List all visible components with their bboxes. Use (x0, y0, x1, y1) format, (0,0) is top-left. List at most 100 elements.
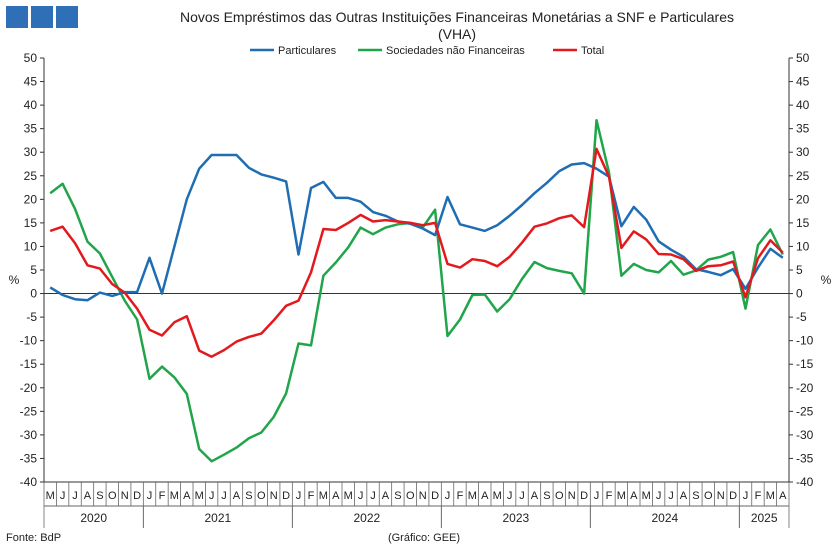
x-tick-label: J (296, 490, 302, 502)
y-tick-label-right: 15 (796, 216, 810, 230)
y-axis-left: -40 -35 -30 -25 -20 -15 -10 -5 0 5 10 15 20 25 30 35 40 4… (20, 51, 45, 489)
y-tick-label-left: 25 (24, 169, 38, 183)
gee-logo (6, 6, 78, 28)
x-tick-label: A (233, 490, 241, 502)
x-tick-label: S (692, 490, 699, 502)
x-tick-label: J (147, 490, 153, 502)
source-note: Fonte: BdP (6, 532, 61, 544)
y-tick-label-right: -15 (796, 357, 814, 371)
x-year-label: 2022 (353, 511, 380, 525)
x-tick-label: J (72, 490, 78, 502)
y-tick-label-right: 10 (796, 239, 810, 253)
x-year-label: 2020 (80, 511, 107, 525)
y-tick-label-left: 5 (30, 263, 37, 277)
x-tick-label: J (445, 490, 451, 502)
y-tick-label-left: 15 (24, 216, 38, 230)
y-axis-label-left: % (9, 273, 20, 287)
y-tick-label-left: 45 (24, 75, 38, 89)
x-tick-label: A (481, 490, 489, 502)
logo-square-2 (31, 6, 53, 28)
y-tick-label-left: -10 (20, 334, 38, 348)
x-tick-label: O (108, 490, 117, 502)
x-tick-label: A (332, 490, 340, 502)
series-line-2 (49, 147, 784, 358)
x-tick-label: F (606, 490, 613, 502)
y-tick-label-left: 30 (24, 145, 38, 159)
y-tick-label-left: -20 (20, 381, 38, 395)
y-tick-label-left: -35 (20, 451, 38, 465)
x-tick-label: A (680, 490, 688, 502)
y-tick-label-left: -5 (26, 310, 37, 324)
y-tick-label-left: 0 (30, 287, 37, 301)
y-tick-label-left: 40 (24, 98, 38, 112)
x-tick-label: F (308, 490, 315, 502)
x-tick-label: D (133, 490, 141, 502)
x-tick-label: O (257, 490, 266, 502)
x-tick-label: F (755, 490, 762, 502)
x-tick-label: M (766, 490, 775, 502)
x-tick-label: O (704, 490, 713, 502)
x-tick-label: S (96, 490, 103, 502)
legend: Particulares Sociedades não Financeiras To… (250, 45, 604, 57)
x-tick-label: A (779, 490, 787, 502)
y-axis-label-right: % (821, 273, 832, 287)
series-lines (49, 118, 784, 463)
legend-label-1: Sociedades não Financeiras (386, 45, 525, 57)
x-tick-label: M (493, 490, 502, 502)
x-tick-label: A (382, 490, 390, 502)
y-tick-label-right: -20 (796, 381, 814, 395)
y-axis-right: -40 -35 -30 -25 -20 -15 -10 -5 0 5 10 15 20 25 30 35 40 4… (788, 51, 814, 489)
chart-subtitle: (VHA) (438, 26, 476, 42)
x-tick-label: J (743, 490, 749, 502)
x-tick-label: D (729, 490, 737, 502)
y-tick-label-right: 30 (796, 145, 810, 159)
y-tick-label-left: 50 (24, 51, 38, 65)
x-tick-label: N (419, 490, 427, 502)
x-tick-label: A (630, 490, 638, 502)
x-tick-label: M (195, 490, 204, 502)
x-tick-label: M (468, 490, 477, 502)
y-tick-label-left: -15 (20, 357, 38, 371)
y-tick-label-right: 40 (796, 98, 810, 112)
x-tick-label: M (617, 490, 626, 502)
x-tick-label: M (319, 490, 328, 502)
x-tick-label: M (642, 490, 651, 502)
y-tick-label-right: 35 (796, 122, 810, 136)
y-tick-label-left: 10 (24, 239, 38, 253)
x-tick-label: D (580, 490, 588, 502)
x-year-label: 2021 (204, 511, 231, 525)
legend-label-0: Particulares (278, 45, 337, 57)
x-tick-label: J (370, 490, 376, 502)
x-year-label: 2023 (502, 511, 529, 525)
x-tick-label: D (431, 490, 439, 502)
x-tick-label: J (519, 490, 525, 502)
x-year-label: 2025 (751, 511, 778, 525)
y-tick-label-left: 35 (24, 122, 38, 136)
series-line-0 (49, 153, 784, 302)
y-tick-label-left: -25 (20, 404, 38, 418)
y-tick-label-right: -35 (796, 451, 814, 465)
x-tick-label: N (717, 490, 725, 502)
x-year-label: 2024 (651, 511, 678, 525)
plot-area: -40-35-30-25-20-15-10-505101520253035404… (20, 51, 814, 528)
x-tick-label: M (170, 490, 179, 502)
x-tick-label: J (209, 490, 215, 502)
legend-label-2: Total (581, 45, 604, 57)
x-tick-label: F (457, 490, 464, 502)
y-tick-label-left: -30 (20, 428, 38, 442)
y-tick-label-right: 0 (796, 287, 803, 301)
x-tick-label: J (221, 490, 227, 502)
x-tick-label: A (183, 490, 191, 502)
x-tick-label: S (543, 490, 550, 502)
x-tick-label: J (594, 490, 600, 502)
x-tick-label: O (555, 490, 564, 502)
y-tick-label-right: 20 (796, 192, 810, 206)
y-tick-label-right: -30 (796, 428, 814, 442)
x-tick-label: J (358, 490, 364, 502)
y-tick-label-right: -40 (796, 475, 814, 489)
y-tick-label-left: -40 (20, 475, 38, 489)
x-tick-label: S (394, 490, 401, 502)
x-tick-label: S (245, 490, 252, 502)
